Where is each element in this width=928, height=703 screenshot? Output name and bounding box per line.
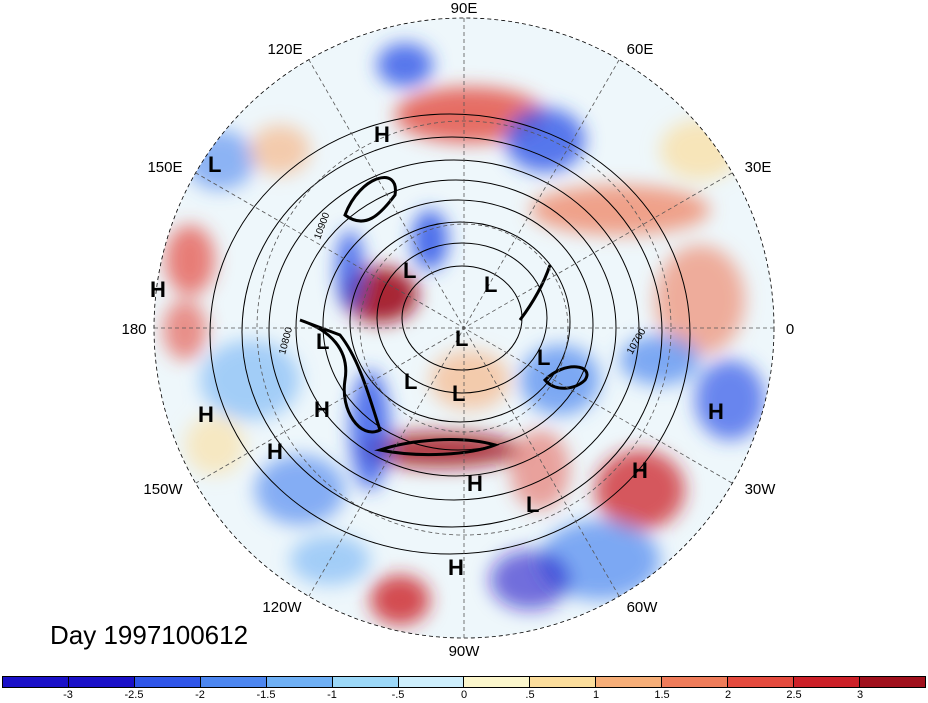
colorbar-swatch: [794, 677, 860, 687]
colorbar-tick-label: 1: [592, 689, 600, 701]
lon-label-150e: 150E: [147, 159, 182, 176]
high-pressure-marker: H: [374, 122, 390, 147]
colorbar-swatch: [134, 677, 201, 687]
lon-label-90w: 90W: [449, 643, 481, 660]
pressure-systems: H L H L L L L L L L L H H H H H L H H: [150, 122, 724, 580]
lon-label-150w: 150W: [143, 481, 183, 498]
lon-label-30w: 30W: [745, 481, 777, 498]
colorbar-tick-label: 2: [724, 689, 732, 701]
lon-label-60e: 60E: [627, 41, 654, 58]
colorbar-swatch: [596, 677, 663, 687]
low-pressure-marker: L: [537, 345, 550, 370]
colorbar-tick-label: -1.5: [256, 689, 276, 701]
lon-label-30e: 30E: [745, 159, 772, 176]
colorbar-tick-label: 1.5: [654, 689, 670, 701]
lon-label-180: 180: [121, 321, 146, 338]
lon-label-0: 0: [786, 321, 794, 338]
colorbar-tick-label: -.5: [391, 689, 405, 701]
colorbar-tick-label: 3: [856, 689, 864, 701]
colorbar-swatch: [332, 677, 399, 687]
colorbar-tick-label: -2: [195, 689, 205, 701]
high-pressure-marker: H: [467, 471, 483, 496]
colorbar: [2, 676, 926, 688]
low-pressure-marker: L: [455, 326, 468, 351]
colorbar-swatch: [728, 677, 795, 687]
low-pressure-marker: L: [526, 492, 539, 517]
lon-label-120e: 120E: [267, 41, 302, 58]
colorbar-tick-label: 2.5: [786, 689, 802, 701]
high-pressure-marker: H: [314, 397, 330, 422]
high-pressure-marker: H: [150, 277, 166, 302]
low-pressure-marker: L: [208, 152, 221, 177]
colorbar-swatch: [200, 677, 267, 687]
high-pressure-marker: H: [198, 402, 214, 427]
low-pressure-marker: L: [484, 272, 497, 297]
colorbar-swatch: [464, 677, 531, 687]
high-pressure-marker: H: [267, 439, 283, 464]
low-pressure-marker: L: [316, 329, 329, 354]
low-pressure-marker: L: [452, 381, 465, 406]
colorbar-tick-label: .5: [525, 689, 535, 701]
colorbar-tick-label: -1: [327, 689, 337, 701]
graticule: [153, 17, 775, 639]
low-pressure-marker: L: [404, 369, 417, 394]
geopotential-contours: [209, 113, 691, 555]
low-pressure-marker: L: [403, 258, 416, 283]
high-pressure-marker: H: [708, 399, 724, 424]
colorbar-labels: -3 -2.5 -2 -1.5 -1 -.5 0 .5 1 1.5 2 2.5 3: [0, 689, 928, 703]
colorbar-tick-label: -3: [63, 689, 73, 701]
colorbar-swatch: [530, 677, 597, 687]
lon-label-60w: 60W: [627, 599, 659, 616]
high-pressure-marker: H: [632, 458, 648, 483]
colorbar-swatch: [3, 677, 69, 687]
lon-label-90e: 90E: [451, 0, 478, 17]
colorbar-swatch: [859, 677, 925, 687]
colorbar-swatch: [398, 677, 465, 687]
colorbar-swatch: [662, 677, 729, 687]
plot-title: Day 1997100612: [50, 620, 249, 650]
colorbar-swatch: [266, 677, 333, 687]
colorbar-swatch: [68, 677, 135, 687]
colorbar-tick-label: -2.5: [124, 689, 144, 701]
high-pressure-marker: H: [448, 555, 464, 580]
lon-label-120w: 120W: [262, 599, 302, 616]
colorbar-tick-label: 0: [460, 689, 468, 701]
